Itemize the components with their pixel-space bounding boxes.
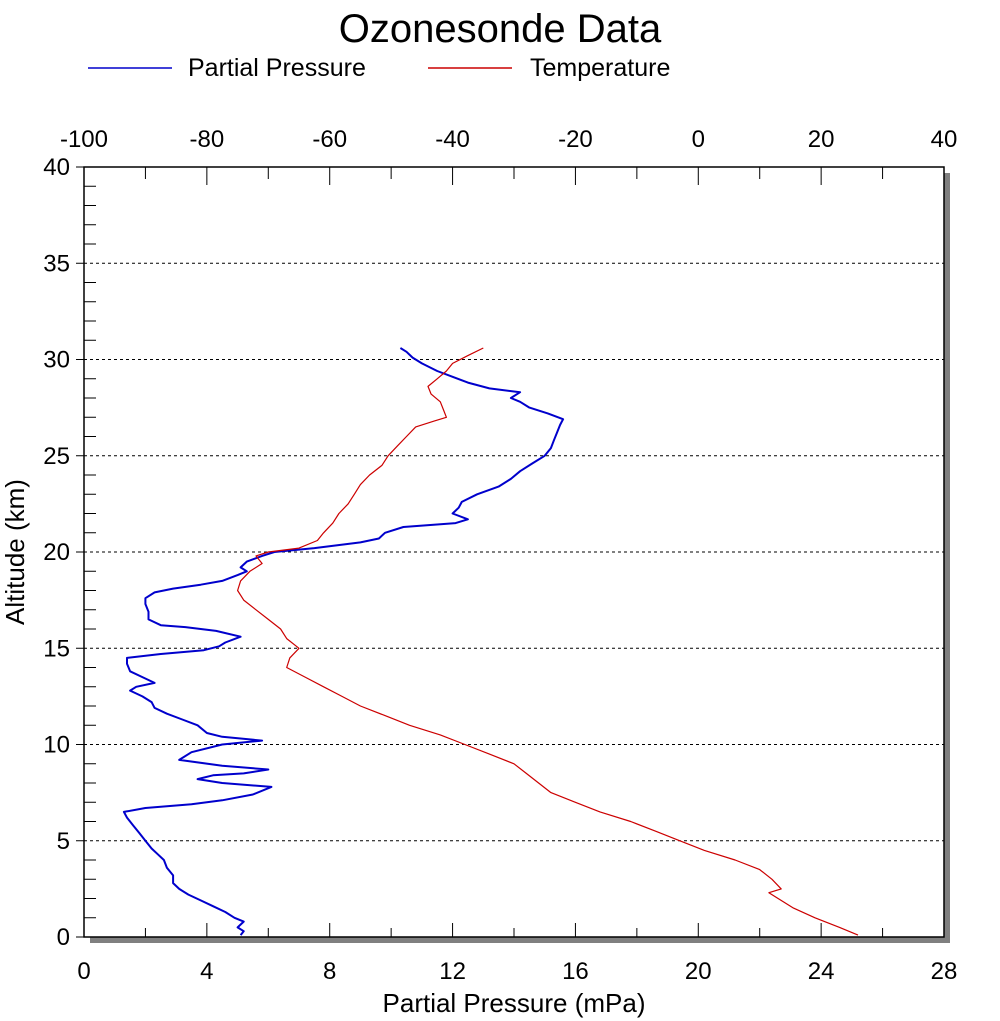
chart-title: Ozonesonde Data: [339, 7, 662, 51]
y-tick-label: 40: [43, 154, 70, 181]
legend-label-partial-pressure: Partial Pressure: [188, 54, 366, 82]
axis-ticks: [76, 166, 945, 938]
x-bottom-tick-label: 8: [323, 958, 336, 985]
x-top-tick-label: 20: [808, 126, 835, 153]
x-bottom-tick-label: 0: [77, 958, 90, 985]
legend: Partial Pressure Temperature: [88, 54, 670, 82]
y-tick-label: 20: [43, 539, 70, 566]
x-bottom-tick-label: 16: [562, 958, 589, 985]
y-tick-label: 25: [43, 443, 70, 470]
series-layer: [122, 347, 859, 936]
x-bottom-tick-label: 20: [685, 958, 712, 985]
gridlines: [84, 262, 944, 842]
x-top-tick-label: -80: [190, 126, 225, 153]
x-top-tick-label: -40: [435, 126, 470, 153]
y-tick-label: 15: [43, 635, 70, 662]
x-axis-label: Partial Pressure (mPa): [383, 988, 646, 1018]
plot-shadow-bottom: [90, 936, 950, 943]
tick-labels: 0 5 10 15 20 25 30 35 40 0 4 8 12 16 20 24 28 -100 -80 -60 -…: [43, 126, 957, 985]
x-top-tick-label: -60: [312, 126, 347, 153]
x-top-tick-label: -20: [558, 126, 593, 153]
x-top-tick-label: 40: [931, 126, 958, 153]
series-line-partial-pressure: [122, 347, 565, 936]
x-bottom-tick-label: 28: [931, 958, 958, 985]
plot-shadow-right: [944, 173, 950, 943]
x-bottom-tick-label: 4: [200, 958, 213, 985]
x-top-tick-label: 0: [692, 126, 705, 153]
y-tick-label: 35: [43, 250, 70, 277]
y-tick-label: 30: [43, 347, 70, 374]
y-tick-label: 0: [57, 924, 70, 951]
legend-label-temperature: Temperature: [530, 54, 670, 82]
x-bottom-tick-label: 24: [808, 958, 835, 985]
y-axis-label: Altitude (km): [0, 479, 30, 625]
x-top-tick-label: -100: [60, 126, 108, 153]
y-tick-label: 5: [57, 828, 70, 855]
series-line-temperature: [237, 347, 859, 936]
x-bottom-tick-label: 12: [439, 958, 466, 985]
y-tick-label: 10: [43, 732, 70, 759]
